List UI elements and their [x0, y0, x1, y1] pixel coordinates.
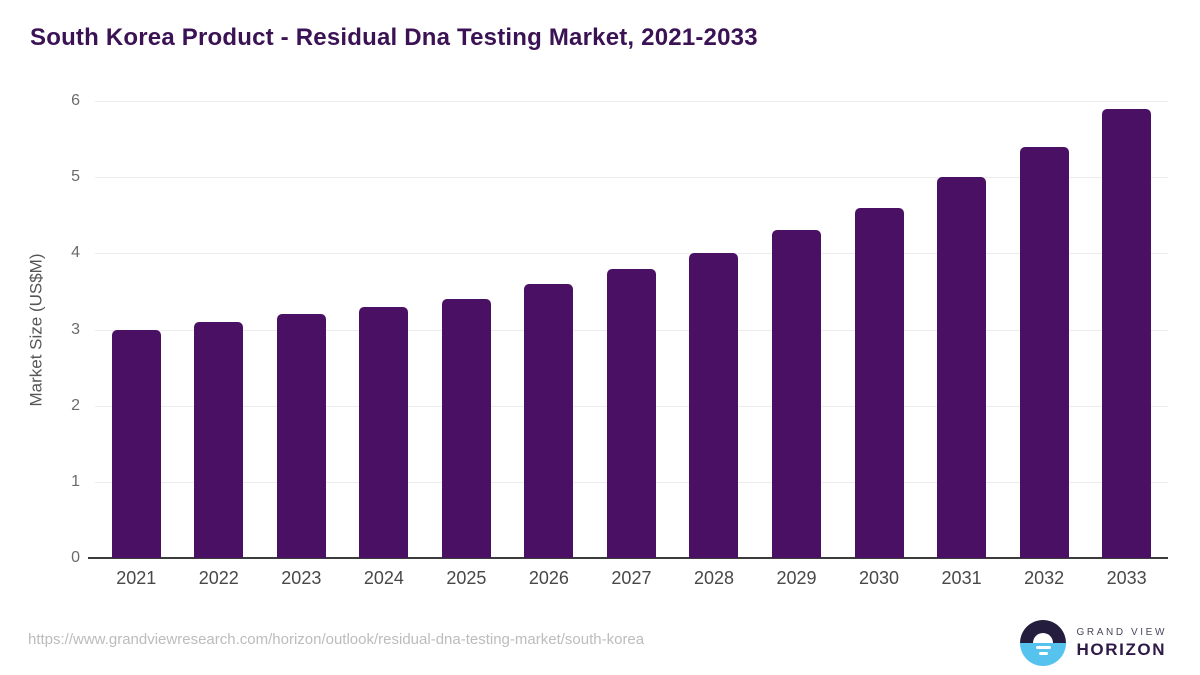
bar-slot-2025 — [425, 101, 508, 558]
chart-title: South Korea Product - Residual Dna Testi… — [30, 24, 758, 51]
bar-2026 — [524, 283, 574, 558]
bar-2031 — [937, 177, 987, 558]
bar-slot-2033 — [1085, 101, 1168, 558]
bar-2022 — [194, 321, 244, 558]
logo-product-name: HORIZON — [1076, 639, 1167, 659]
x-label-2026: 2026 — [528, 568, 569, 588]
x-label-2030: 2030 — [859, 568, 900, 588]
bar-2033 — [1102, 108, 1152, 558]
sun-reflection-bar — [1035, 646, 1051, 649]
bar-slot-2029 — [755, 101, 838, 558]
y-tick-6: 6 — [71, 92, 80, 109]
x-label-2027: 2027 — [611, 568, 652, 588]
x-axis-line — [88, 557, 1168, 559]
gridline-4 — [95, 253, 1168, 255]
bar-slot-2022 — [178, 101, 261, 558]
logo-text: GRAND VIEW HORIZON — [1077, 627, 1167, 660]
bar-slot-2021 — [95, 101, 178, 558]
plot-area — [88, 101, 1168, 559]
y-tick-5: 5 — [71, 168, 80, 186]
x-label-2028: 2028 — [693, 568, 734, 588]
bar-slot-2024 — [343, 101, 426, 558]
bar-2028 — [689, 253, 739, 558]
horizon-sun-icon — [1019, 620, 1066, 666]
y-tick-0: 0 — [71, 549, 80, 566]
bar-slot-2032 — [1003, 101, 1086, 558]
x-label-2023: 2023 — [281, 568, 322, 588]
gridline-6 — [95, 101, 1168, 102]
x-label-2024: 2024 — [363, 568, 404, 588]
y-tick-4: 4 — [71, 244, 80, 262]
bar-2032 — [1019, 146, 1069, 558]
x-label-2022: 2022 — [198, 568, 239, 588]
x-label-2031: 2031 — [941, 568, 982, 588]
gridline-5 — [95, 177, 1168, 179]
bar-slot-2023 — [260, 101, 343, 558]
grand-view-horizon-logo: GRAND VIEW HORIZON — [1019, 620, 1167, 666]
bar-2027 — [606, 268, 656, 558]
sun-dome-shape — [1032, 633, 1053, 643]
x-axis-labels: 2021 2022 2023 2024 2025 2026 2027 2028 2029 2030… — [95, 568, 1168, 589]
x-label-2032: 2032 — [1024, 568, 1065, 588]
source-url: https://www.grandviewresearch.com/horizo… — [28, 631, 645, 648]
y-axis-ticks: 0 1 2 3 4 5 6 — [30, 93, 80, 566]
x-label-2029: 2029 — [776, 568, 817, 588]
bar-2025 — [441, 299, 491, 558]
bar-2030 — [854, 207, 904, 558]
bar-slot-2028 — [673, 101, 756, 558]
sun-reflection-bar — [1038, 652, 1048, 655]
bar-2024 — [359, 306, 409, 558]
y-tick-2: 2 — [71, 396, 80, 414]
y-tick-3: 3 — [71, 320, 80, 338]
bar-2021 — [111, 329, 161, 558]
bar-2029 — [772, 230, 822, 558]
x-label-2021: 2021 — [116, 568, 157, 588]
bar-slot-2031 — [920, 101, 1003, 558]
bar-series — [95, 101, 1168, 558]
x-label-2033: 2033 — [1106, 568, 1147, 588]
bar-slot-2026 — [508, 101, 591, 558]
bar-2023 — [276, 314, 326, 558]
y-tick-1: 1 — [71, 472, 80, 490]
x-label-2025: 2025 — [446, 568, 487, 588]
bar-slot-2030 — [838, 101, 921, 558]
bar-slot-2027 — [590, 101, 673, 558]
logo-brand-name: GRAND VIEW — [1076, 626, 1167, 638]
